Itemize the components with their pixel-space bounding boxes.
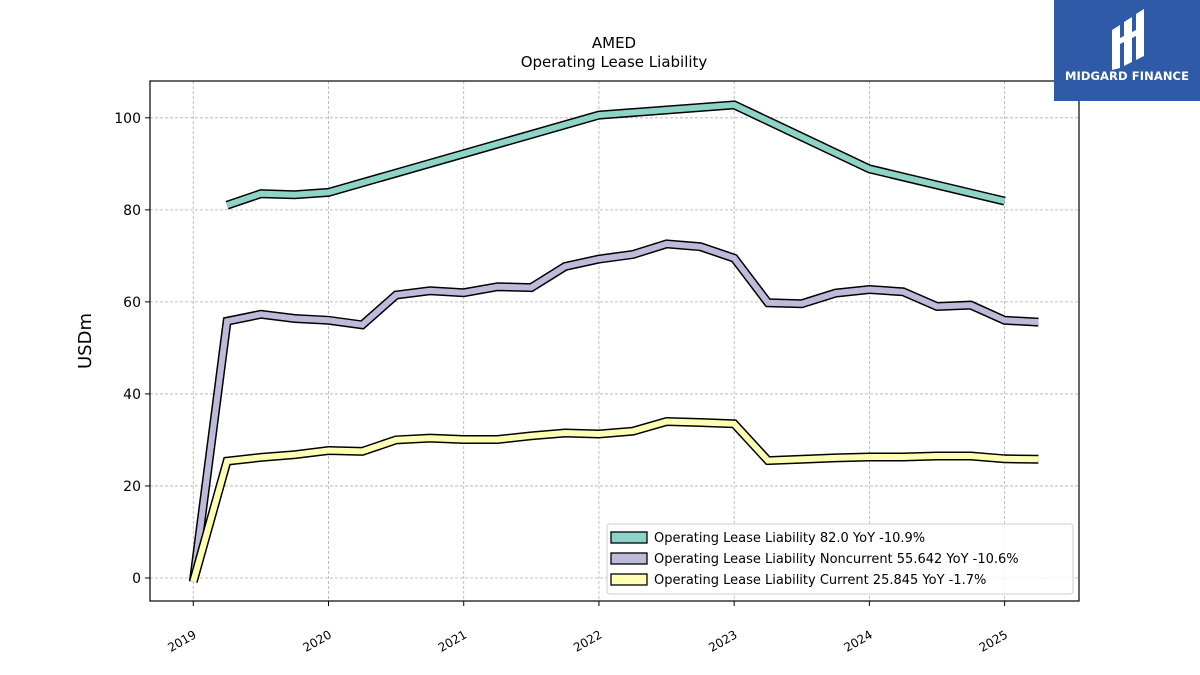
logo-mark-icon — [1112, 9, 1144, 70]
plot-frame — [149, 80, 1080, 602]
legend-label-1: Operating Lease Liability Noncurrent 55.… — [654, 552, 1019, 567]
series-1-line — [190, 240, 1039, 583]
brand-logo: MIDGARD FINANCE — [1054, 0, 1200, 101]
y-tick-label: 0 — [132, 571, 141, 587]
x-tick-label: 2025 — [977, 627, 1010, 654]
y-tick-label: 40 — [123, 387, 141, 403]
legend-swatch-2 — [610, 573, 648, 586]
y-tick-label: 100 — [114, 111, 141, 127]
chart-subtitle: Operating Lease Liability — [521, 53, 708, 71]
x-tick-label: 2023 — [706, 627, 739, 654]
legend: Operating Lease Liability 82.0 YoY -10.9… — [606, 523, 1074, 595]
legend-swatch-0 — [610, 531, 648, 544]
legend-swatch-1 — [610, 552, 648, 565]
chart-title: AMED — [592, 34, 636, 52]
x-tick-label: 2019 — [165, 627, 198, 654]
legend-label-0: Operating Lease Liability 82.0 YoY -10.9… — [654, 531, 925, 546]
series-lines — [188, 100, 1039, 583]
series-0-line — [226, 101, 1006, 209]
x-tick-label: 2024 — [841, 627, 874, 654]
legend-box — [606, 523, 1074, 595]
x-tick-label: 2022 — [571, 627, 604, 654]
legend-label-2: Operating Lease Liability Current 25.845… — [654, 573, 986, 588]
brand-name: MIDGARD FINANCE — [1064, 69, 1190, 83]
y-axis-label: USDm — [75, 313, 96, 369]
grid — [150, 81, 1079, 601]
x-tick-label: 2021 — [436, 627, 469, 654]
y-tick-label: 20 — [123, 479, 141, 495]
x-tick-label: 2020 — [301, 627, 334, 654]
series-2-line — [190, 418, 1039, 583]
y-tick-label: 60 — [123, 295, 141, 311]
y-tick-label: 80 — [123, 203, 141, 219]
